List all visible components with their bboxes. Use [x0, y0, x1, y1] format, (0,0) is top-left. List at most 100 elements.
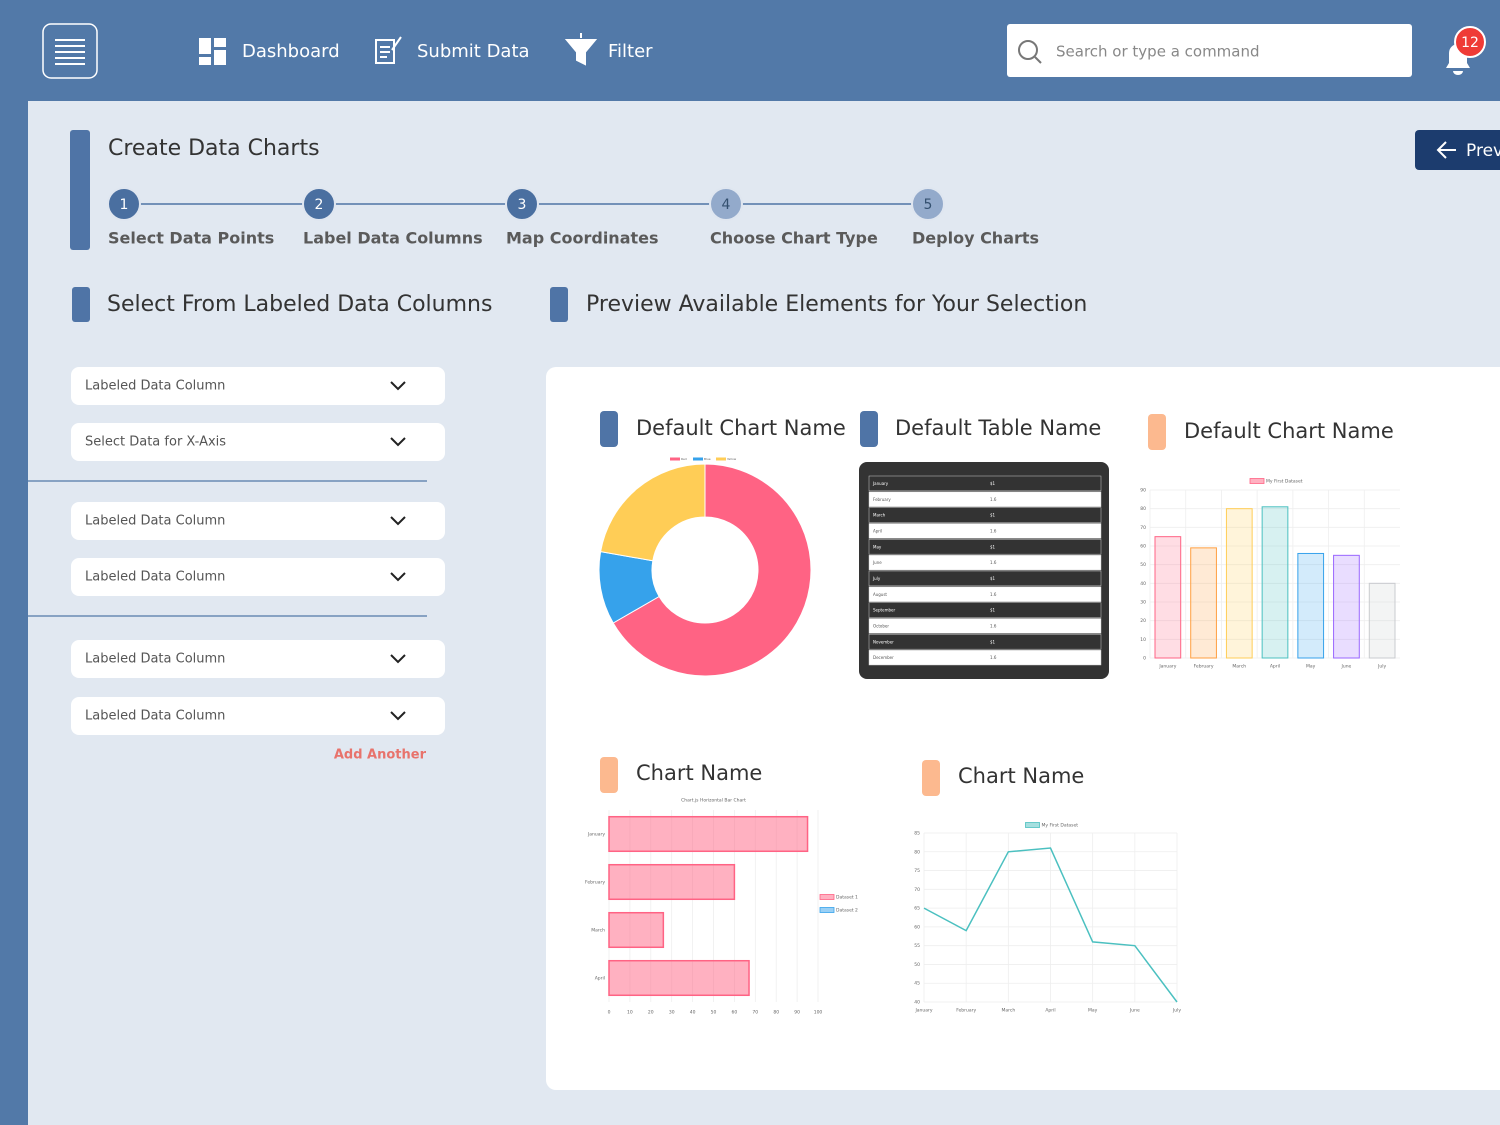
y-tick-label: 70: [914, 887, 920, 893]
y-tick-label: April: [595, 976, 605, 982]
table-row: [868, 507, 1102, 523]
step-circle: [505, 187, 539, 221]
table-row: [868, 475, 1102, 492]
table-cell: $1: [990, 639, 996, 644]
back-button-label: Previous: [1466, 141, 1500, 161]
section-accent: [550, 287, 568, 322]
step-label: Select Data Points: [108, 229, 274, 248]
x-tick-label: February: [956, 1008, 976, 1014]
card-title: Default Table Name: [895, 416, 1101, 440]
dropdown[interactable]: [71, 558, 445, 596]
dropdown-label: Labeled Data Column: [85, 570, 225, 585]
table-cell: December: [873, 655, 894, 660]
bar: [1225, 508, 1253, 659]
x-tick-label: June: [1129, 1008, 1140, 1014]
back-button[interactable]: Previous: [1415, 130, 1500, 170]
dropdown[interactable]: [71, 367, 445, 405]
dropdown[interactable]: [71, 502, 445, 540]
x-tick-label: June: [1341, 664, 1352, 670]
table-cell: November: [873, 639, 894, 644]
table-cell: August: [873, 592, 887, 597]
table-cell: 1.6: [990, 592, 997, 597]
menu-frame: [42, 23, 98, 79]
y-tick-label: 30: [1140, 600, 1146, 606]
table-cell: $1: [990, 576, 996, 581]
bar: [608, 815, 809, 853]
step-circle: [709, 187, 743, 221]
dropdown-label: Select Data for X-Axis: [85, 435, 226, 450]
y-tick-label: 60: [914, 924, 920, 930]
card-title: Default Chart Name: [636, 416, 846, 440]
y-tick-label: 65: [914, 906, 920, 912]
step-label: Deploy Charts: [912, 229, 1039, 248]
card-accent: [860, 411, 878, 447]
page-title: Create Data Charts: [108, 136, 320, 161]
bar: [1261, 506, 1289, 659]
x-tick-label: 10: [627, 1010, 633, 1016]
dropdown[interactable]: [71, 423, 445, 461]
nav-item[interactable]: Dashboard: [242, 41, 340, 62]
doughnut-slice: [600, 463, 706, 562]
filter-icon: [564, 33, 598, 66]
line: [923, 847, 1178, 1003]
table-row: [868, 539, 1102, 555]
nav-item[interactable]: Filter: [608, 41, 653, 62]
dropdown-chevron: [390, 654, 406, 664]
card-accent: [600, 411, 618, 447]
bar: [608, 911, 665, 949]
y-tick-label: 40: [914, 1000, 920, 1006]
table-cell: $1: [990, 513, 996, 518]
bar: [608, 959, 750, 997]
search-placeholder: Search or type a command: [1056, 43, 1260, 61]
table-row: [868, 649, 1102, 666]
table-row: [868, 491, 1102, 507]
x-tick-label: 90: [794, 1010, 800, 1016]
x-tick-label: 60: [732, 1010, 738, 1016]
table-cell: $1: [990, 481, 996, 486]
dashboard-icon: [199, 38, 226, 65]
y-tick-label: 70: [1140, 525, 1146, 531]
table-row: [868, 570, 1102, 587]
chart-title: Chart.js Horizontal Bar Chart: [681, 798, 746, 804]
menu-button[interactable]: [42, 23, 98, 79]
y-tick-label: 90: [1140, 488, 1146, 494]
nav-item[interactable]: Submit Data: [417, 41, 530, 62]
step-number: 4: [722, 197, 731, 213]
card-accent: [600, 757, 618, 793]
dropdown[interactable]: [71, 697, 445, 735]
bar: [1190, 547, 1217, 659]
step-label: Map Coordinates: [506, 229, 659, 248]
dropdown[interactable]: [71, 640, 445, 678]
table-row: [868, 602, 1102, 618]
bar: [1368, 582, 1396, 659]
table-cell: 1.6: [990, 528, 997, 533]
x-tick-label: 70: [752, 1010, 758, 1016]
back-arrow: [1436, 141, 1456, 159]
x-tick-label: 100: [814, 1010, 823, 1016]
table-cell: February: [873, 497, 891, 502]
table-cell: April: [873, 528, 882, 533]
y-tick-label: 20: [1140, 618, 1146, 624]
step-circle: [107, 187, 141, 221]
y-tick-label: 45: [914, 981, 920, 987]
dropdown-label: Labeled Data Column: [85, 379, 225, 394]
table-row: [868, 618, 1102, 634]
step-label: Choose Chart Type: [710, 229, 878, 248]
y-tick-label: 80: [1140, 506, 1146, 512]
x-tick-label: April: [1270, 664, 1280, 670]
table-cell: $1: [990, 608, 996, 613]
x-tick-label: January: [914, 1008, 932, 1014]
table-cell: June: [872, 560, 882, 565]
x-tick-label: January: [1158, 664, 1176, 670]
card-accent: [1148, 414, 1166, 450]
legend-swatch: [693, 457, 703, 461]
table-cell: March: [873, 513, 886, 518]
step-number: 3: [518, 197, 527, 213]
x-tick-label: 0: [608, 1010, 611, 1016]
add-another[interactable]: Add Another: [334, 748, 427, 763]
step-number: 1: [120, 197, 129, 213]
x-tick-label: 50: [711, 1010, 717, 1016]
step-number: 5: [924, 197, 933, 213]
y-tick-label: March: [591, 928, 605, 934]
search-box[interactable]: [1007, 24, 1412, 77]
